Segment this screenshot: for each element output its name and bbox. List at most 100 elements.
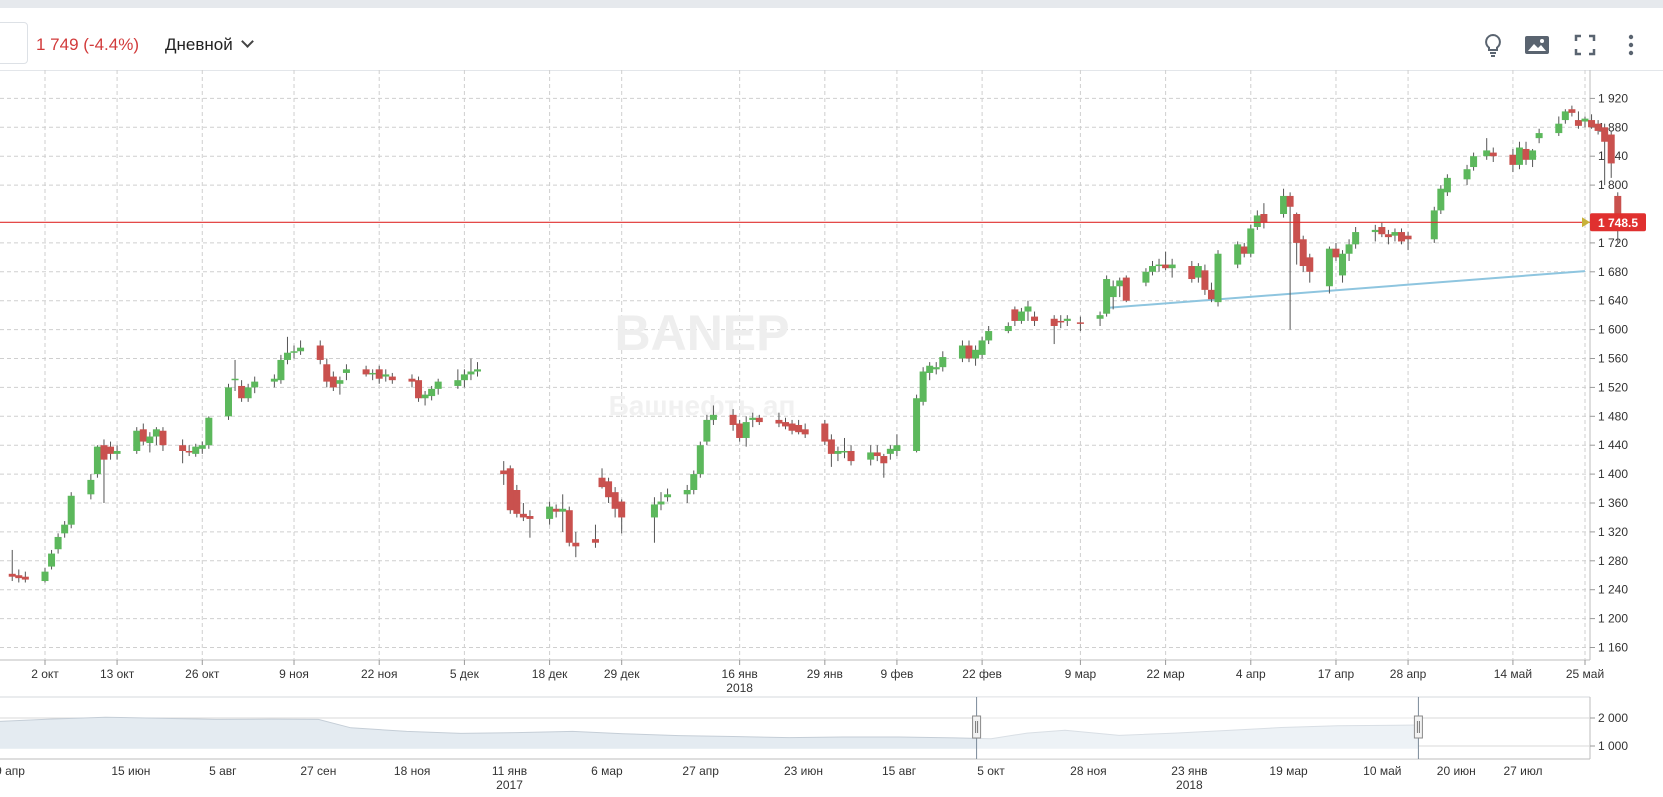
candle-body [48,553,56,567]
candle-body [591,539,599,543]
fullscreen-icon[interactable] [1572,32,1598,58]
candle-body [1607,134,1615,164]
candle-up [972,345,980,366]
candle-down [526,510,534,538]
candle-up [690,470,698,495]
candle-body [683,489,691,495]
candle-body [434,381,442,389]
candle-up [932,362,940,375]
candle-down [185,445,193,457]
candle-up [198,441,206,454]
y-tick-label: 1 800 [1598,178,1628,192]
trendline-layer[interactable] [1106,270,1586,309]
ticker-search-input[interactable] [0,22,28,64]
candle-down [1522,141,1530,165]
x-tick-label: 17 апр [1318,667,1355,681]
candle-up [244,383,252,402]
candle-body [893,445,901,451]
candle-body [978,340,986,355]
candle-body [1581,118,1589,122]
main-grid [0,70,1591,661]
candle-body [1463,169,1471,180]
candle-body [100,445,108,460]
candle-up [926,362,934,381]
image-icon[interactable] [1524,32,1550,58]
navigator-x-tick-label: 23 янв [1171,764,1207,778]
candle-body [375,369,383,379]
more-vertical-icon[interactable] [1618,32,1644,58]
candle-body [179,445,187,451]
x-tick-label: 13 окт [100,667,135,681]
candle-body [657,501,665,505]
y-tick-label: 1 600 [1598,323,1628,337]
candle-body [572,542,580,547]
candle-body [1286,195,1294,207]
last-price-label: 1 748.5 [1598,216,1638,230]
candle-down [1286,192,1294,330]
candle-up [224,383,232,420]
candle-up [251,376,259,394]
candle-body [238,385,246,399]
candle-down [1188,260,1196,283]
candle-body [1339,253,1347,276]
candle-body [965,345,973,359]
candle-body [1076,322,1084,324]
navigator[interactable]: 1 000 2 000 9 апр 15 июн 5 авг 27 сен 18 ноя 11… [0,696,1628,792]
price-change-label: 1 749 (-4.4%) [36,35,139,54]
trendline[interactable] [1106,270,1586,309]
candle-up [67,492,75,529]
candle-down [408,374,416,388]
candle-down [21,571,29,583]
candle-body [1194,266,1202,278]
candle-body [1201,270,1209,290]
candle-body [618,501,626,518]
candle-body [1470,156,1478,168]
navigator-x-tick-label: 9 апр [0,764,25,778]
candle-up [474,362,482,377]
candle-down [375,365,383,384]
candle-body [1391,232,1399,236]
y-tick-label: 1 680 [1598,265,1628,279]
candle-down [598,468,606,489]
candle-down [1332,242,1340,261]
lightbulb-icon[interactable] [1480,32,1506,58]
candle-down [801,423,809,438]
candle-up [867,445,875,466]
candle-up [93,445,101,478]
candle-up [54,533,62,554]
candle-body [1378,227,1386,235]
navigator-right-handle[interactable] [1413,715,1423,739]
candle-body [1509,154,1517,165]
candle-body [847,450,855,462]
x-tick-label: 22 ноя [361,667,397,681]
candle-down [788,419,796,435]
candle-down [8,549,16,582]
candle-up [48,549,56,570]
candle-up [297,340,305,355]
candle-up [709,405,717,425]
candle-down [1031,311,1039,326]
interval-dropdown[interactable]: Дневной [165,35,254,55]
candle-body [159,430,167,446]
candle-body [1050,318,1058,326]
candle-body [382,374,390,377]
candle-up [369,369,377,381]
candle-body [840,450,848,453]
candle-up [1103,275,1111,317]
candle-up [919,367,927,406]
candle-up [1470,152,1478,171]
x-tick-label: 4 апр [1236,667,1266,681]
candle-body [749,417,757,420]
candle-up [152,427,160,446]
candle-down [519,503,527,522]
candle-down [1201,264,1209,295]
interval-label: Дневной [165,35,233,54]
candle-body [664,494,672,498]
navigator-left-handle[interactable] [972,715,982,739]
candle-up [683,484,691,503]
candle-body [932,367,940,370]
candle-down [1489,147,1497,162]
candle-down [139,423,147,446]
candle-body [598,477,606,488]
